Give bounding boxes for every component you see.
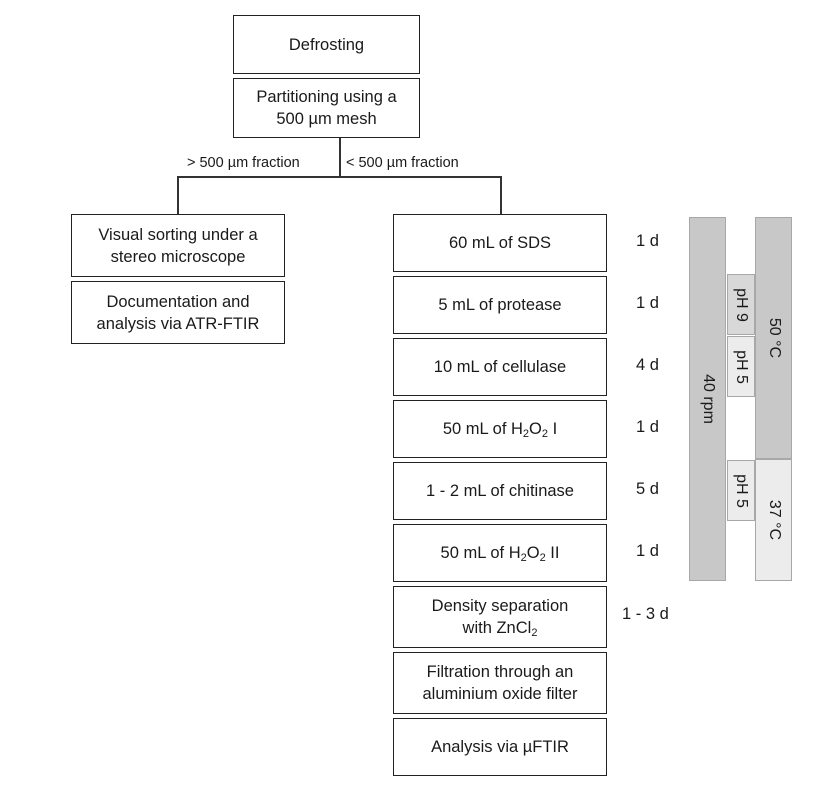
partitioning-label-line1: Partitioning using a [256,88,397,106]
filtration-step-box: Filtration through an aluminium oxide fi… [393,652,607,714]
temp-37-bar: 37 °C [755,459,792,581]
documentation-box: Documentation and analysis via ATR-FTIR [71,281,285,344]
partitioning-box: Partitioning using a 500 µm mesh [233,78,420,138]
protease-step-box: 5 mL of protease [393,276,607,334]
h2o2-2-step-label: 50 mL of H2O2 II [440,544,560,564]
cellulase-step-label: 10 mL of cellulase [433,358,567,376]
protease-duration: 1 d [636,294,659,312]
cellulase-step-box: 10 mL of cellulase [393,338,607,396]
partitioning-label-line2: 500 µm mesh [276,110,377,128]
ph5-bar-cellulase: pH 5 [727,336,755,397]
cellulase-duration: 4 d [636,356,659,374]
visual-sorting-box: Visual sorting under a stereo microscope [71,214,285,277]
sds-duration: 1 d [636,232,659,250]
ph5-bar-chitinase: pH 5 [727,460,755,521]
temp-50-label: 50 °C [765,317,783,359]
h2o2-1-duration: 1 d [636,418,659,436]
filtration-step-line1: Filtration through an [426,663,574,681]
chitinase-step-box: 1 - 2 mL of chitinase [393,462,607,520]
chitinase-duration: 5 d [636,480,659,498]
density-step-box: Density separation with ZnCl2 [393,586,607,648]
visual-sorting-line2: stereo microscope [110,247,246,266]
defrosting-label: Defrosting [288,35,365,54]
defrosting-box: Defrosting [233,15,420,74]
large-fraction-label: > 500 µm fraction [187,155,300,171]
density-step-line2: with ZnCl2 [462,619,538,639]
analysis-step-box: Analysis via µFTIR [393,718,607,776]
ph5-label-cellulase: pH 5 [733,349,750,384]
filtration-step-line2: aluminium oxide filter [422,685,578,703]
density-duration: 1 - 3 d [622,605,669,623]
rpm-label: 40 rpm [699,374,717,424]
rpm-bar: 40 rpm [689,217,726,581]
h2o2-1-step-label: 50 mL of H2O2 I [442,420,558,440]
documentation-line1: Documentation and [106,292,250,311]
connector-stem [339,138,341,177]
documentation-line2: analysis via ATR-FTIR [96,314,260,333]
h2o2-2-step-box: 50 mL of H2O2 II [393,524,607,582]
ph9-bar: pH 9 [727,274,755,335]
connector-horizontal [177,176,502,178]
density-step-line1: Density separation [431,597,569,615]
visual-sorting-line1: Visual sorting under a [98,225,258,244]
sds-step-box: 60 mL of SDS [393,214,607,272]
h2o2-1-step-box: 50 mL of H2O2 I [393,400,607,458]
sds-step-label: 60 mL of SDS [448,234,552,252]
chitinase-step-label: 1 - 2 mL of chitinase [426,482,574,500]
h2o2-2-duration: 1 d [636,542,659,560]
temp-50-bar: 50 °C [755,217,792,459]
small-fraction-label: < 500 µm fraction [346,155,459,171]
temp-37-label: 37 °C [765,499,783,541]
analysis-step-label: Analysis via µFTIR [431,738,569,756]
ph9-label: pH 9 [733,287,750,322]
protease-step-label: 5 mL of protease [438,296,562,314]
ph5-label-chitinase: pH 5 [733,473,750,508]
connector-left-drop [177,176,179,214]
connector-right-drop [500,176,502,214]
